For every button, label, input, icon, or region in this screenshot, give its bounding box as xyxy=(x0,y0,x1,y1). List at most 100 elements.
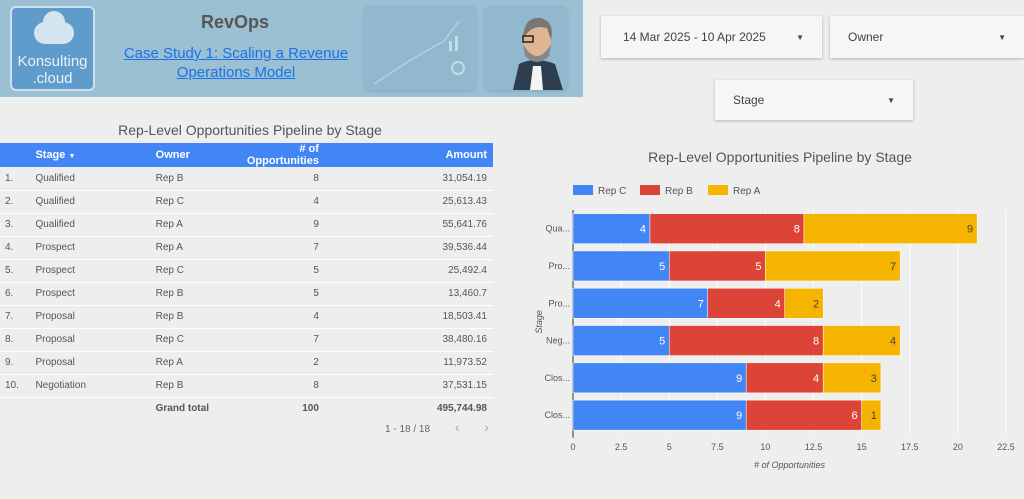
column-header-owner[interactable]: Owner xyxy=(155,143,247,167)
table-row[interactable]: 1. Qualified Rep B 8 31,054.19 xyxy=(0,167,493,191)
legend-swatch-rep-a xyxy=(708,185,728,195)
stage-cell: Proposal xyxy=(35,305,156,329)
x-tick-label: 0 xyxy=(570,442,575,452)
amount-cell: 39,536.44 xyxy=(436,236,493,260)
y-category-label: Neg... xyxy=(546,336,570,346)
stage-cell: Proposal xyxy=(35,351,156,375)
owner-cell: Rep C xyxy=(155,328,247,352)
data-label: 4 xyxy=(890,336,896,348)
x-tick-label: 20 xyxy=(953,442,963,452)
row-index: 3. xyxy=(0,213,36,237)
next-page-icon[interactable]: › xyxy=(484,419,489,435)
column-header-amount[interactable]: Amount xyxy=(436,143,493,167)
stage-cell: Proposal xyxy=(35,328,156,352)
row-index: 10. xyxy=(0,374,36,398)
owner-cell: Rep B xyxy=(155,282,247,306)
owner-cell: Rep B xyxy=(155,305,247,329)
amount-cell: 13,460.7 xyxy=(436,282,493,306)
data-label: 5 xyxy=(755,261,761,273)
table-row[interactable]: 2. Qualified Rep C 4 25,613.43 xyxy=(0,190,493,214)
table-row[interactable]: 7. Proposal Rep B 4 18,503.41 xyxy=(0,305,493,329)
table-row[interactable]: 6. Prospect Rep B 5 13,460.7 xyxy=(0,282,493,306)
page-title: RevOps xyxy=(200,12,270,32)
data-label: 4 xyxy=(775,298,781,310)
x-tick-label: 2.5 xyxy=(615,442,628,452)
legend-label: Rep A xyxy=(733,186,761,197)
x-tick-label: 17.5 xyxy=(901,442,919,452)
grand-total-amount: 495,744.98 xyxy=(436,403,487,415)
row-index: 9. xyxy=(0,351,36,375)
x-tick-label: 15 xyxy=(857,442,867,452)
y-axis-title: Stage xyxy=(534,310,544,334)
data-label: 2 xyxy=(813,298,819,310)
legend-swatch-rep-c xyxy=(573,185,593,195)
stage-cell: Prospect xyxy=(35,259,156,283)
data-label: 3 xyxy=(871,373,877,385)
amount-cell: 37,531.15 xyxy=(436,374,493,398)
row-index: 1. xyxy=(0,167,36,191)
bar-segment xyxy=(572,288,708,319)
owner-cell: Rep C xyxy=(155,259,247,283)
table-row[interactable]: 10. Negotiation Rep B 8 37,531.15 xyxy=(0,374,493,398)
stage-cell: Qualified xyxy=(35,213,156,237)
data-label: 1 xyxy=(871,410,877,422)
owner-filter[interactable]: Owner ▼ xyxy=(830,16,1024,58)
data-label: 7 xyxy=(890,261,896,273)
opportunities-cell: 5 xyxy=(246,259,437,283)
bar-segment xyxy=(572,213,651,244)
x-tick-label: 5 xyxy=(667,442,672,452)
y-category-label: Pro... xyxy=(548,298,570,308)
row-index: 6. xyxy=(0,282,36,306)
consultant-avatar xyxy=(485,6,567,90)
prev-page-icon[interactable]: ‹ xyxy=(454,419,460,435)
table-row[interactable]: 4. Prospect Rep A 7 39,536.44 xyxy=(0,236,493,260)
row-index: 5. xyxy=(0,259,36,283)
chevron-down-icon: ▼ xyxy=(998,32,1006,42)
owner-cell: Rep B xyxy=(155,374,247,398)
data-label: 8 xyxy=(794,224,800,236)
table-row[interactable]: 8. Proposal Rep C 7 38,480.16 xyxy=(0,328,493,352)
header-banner: Konsulting .cloud RevOps Case Study 1: S… xyxy=(0,0,583,97)
legend-label: Rep B xyxy=(665,186,693,197)
stage-filter-label: Stage xyxy=(733,93,765,107)
opportunities-cell: 7 xyxy=(246,236,437,260)
column-header-stage[interactable]: Stage ▼ xyxy=(35,143,156,167)
table-header: Stage ▼ Owner # of Opportunities Amount xyxy=(0,143,493,167)
konsulting-logo: Konsulting .cloud xyxy=(10,6,95,91)
stage-filter[interactable]: Stage ▼ xyxy=(715,80,913,120)
date-range-filter[interactable]: 14 Mar 2025 - 10 Apr 2025 ▼ xyxy=(601,16,822,58)
table-row[interactable]: 3. Qualified Rep A 9 55,641.76 xyxy=(0,213,493,237)
y-category-label: Pro... xyxy=(548,261,570,271)
owner-cell: Rep C xyxy=(155,190,247,214)
bar-segment xyxy=(745,362,824,394)
x-tick-label: 7.5 xyxy=(711,442,724,452)
pipeline-table: Stage ▼ Owner # of Opportunities Amount … xyxy=(0,143,493,420)
bar-segment xyxy=(822,325,901,356)
legend-swatch-rep-b xyxy=(640,185,660,195)
bar-segment xyxy=(803,213,978,244)
x-tick-label: 22.5 xyxy=(997,442,1015,452)
growth-chart-image xyxy=(364,6,476,90)
opportunities-cell: 5 xyxy=(246,282,437,306)
bar-segment xyxy=(861,399,882,431)
stage-cell: Prospect xyxy=(35,236,156,260)
case-study-link[interactable]: Case Study 1: Scaling a Revenue Operatio… xyxy=(123,45,349,81)
x-tick-label: 10 xyxy=(760,442,770,452)
row-index: 4. xyxy=(0,236,36,260)
table-row[interactable]: 5. Prospect Rep C 5 25,492.4 xyxy=(0,259,493,283)
data-label: 9 xyxy=(736,410,742,422)
column-header-opportunities[interactable]: # of Opportunities xyxy=(246,143,437,167)
logo-text: Konsulting .cloud xyxy=(17,53,88,87)
date-range-value: 14 Mar 2025 - 10 Apr 2025 xyxy=(623,30,766,44)
bar-segment xyxy=(572,399,747,431)
row-index: 8. xyxy=(0,328,36,352)
table-row[interactable]: 9. Proposal Rep A 2 11,973.52 xyxy=(0,351,493,375)
amount-cell: 25,492.4 xyxy=(436,259,493,283)
data-label: 8 xyxy=(813,336,819,348)
data-label: 4 xyxy=(813,373,819,385)
sort-desc-icon: ▼ xyxy=(68,153,76,160)
owner-filter-label: Owner xyxy=(848,30,884,44)
bar-segment xyxy=(784,288,824,319)
bar-segment xyxy=(572,362,747,394)
amount-cell: 31,054.19 xyxy=(436,167,493,191)
